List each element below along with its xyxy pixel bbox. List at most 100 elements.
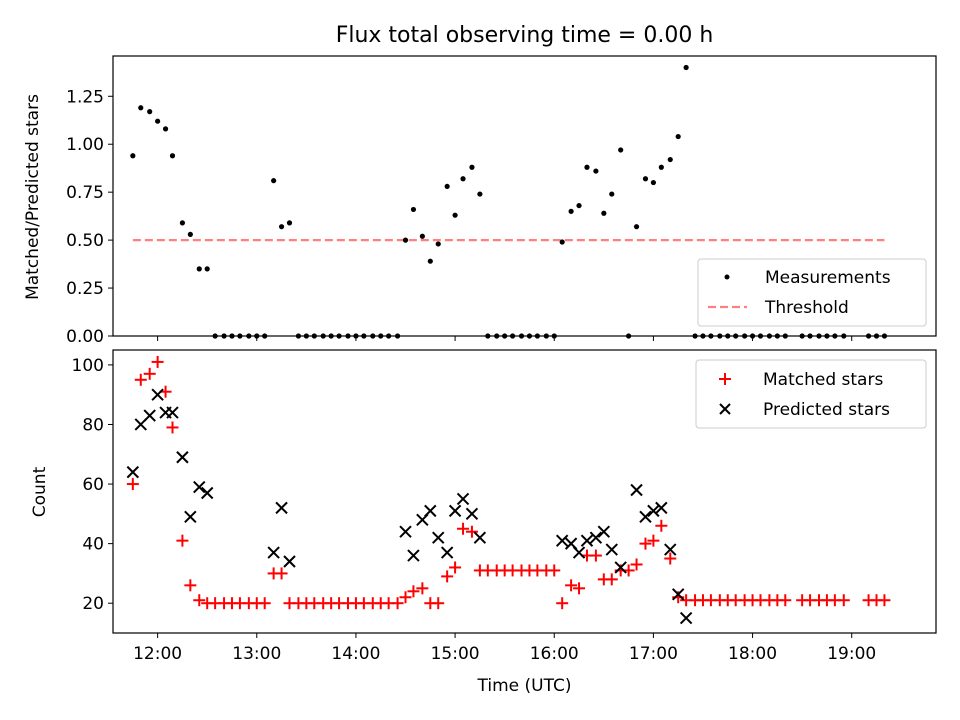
matched-star-point <box>151 355 164 368</box>
legend-measurements-marker <box>724 274 730 280</box>
bottom-ytick-label: 80 <box>82 415 104 435</box>
predicted-star-point <box>166 406 179 419</box>
predicted-star-point <box>126 465 140 479</box>
matched-star-point <box>449 561 462 574</box>
measurement-point <box>130 153 136 159</box>
predicted-star-point <box>424 504 437 518</box>
measurement-point <box>402 237 409 243</box>
predicted-star-point <box>639 510 652 524</box>
predicted-star-point <box>572 546 586 559</box>
matched-star-point <box>605 573 618 586</box>
matched-star-point <box>134 373 147 386</box>
bottom-xtick-label: 15:00 <box>431 644 480 664</box>
bottom-xtick-label: 12:00 <box>133 644 182 664</box>
predicted-star-point <box>473 531 487 544</box>
bottom-legend-box <box>695 359 927 429</box>
matched-star-point <box>416 582 429 595</box>
top-ytick-label: 0.75 <box>66 183 104 203</box>
top-ytick-label: 0.25 <box>66 279 104 299</box>
matched-star-point <box>143 367 156 380</box>
predicted-star-point <box>671 588 685 601</box>
bottom-ylabel: Count <box>30 466 50 517</box>
top-legend-box <box>697 258 927 327</box>
top-ytick-label: 0.50 <box>66 231 104 251</box>
predicted-star-point <box>176 451 189 464</box>
measurement-point <box>435 241 441 247</box>
predicted-star-point <box>605 543 618 556</box>
predicted-star-point <box>597 525 611 538</box>
predicted-star-point <box>555 534 569 547</box>
top-axes-frame <box>112 55 937 337</box>
predicted-star-point <box>267 546 280 559</box>
top-ticks: 0.00 0.25 0.50 0.75 1.00 1.25 <box>66 87 853 347</box>
matched-star-point <box>176 534 189 547</box>
legend-predicted-label: Predicted stars <box>763 400 890 420</box>
measurement-point <box>576 202 582 209</box>
legend-matched-label: Matched stars <box>763 370 883 390</box>
measurement-point <box>683 64 689 71</box>
legend-threshold-label: Threshold <box>764 298 849 318</box>
measurement-point <box>155 118 161 124</box>
top-ylabel: Matched/Predicted stars <box>23 94 43 300</box>
matched-star-point <box>441 570 454 583</box>
measurement-point <box>147 109 153 115</box>
matched-star-point <box>655 519 668 532</box>
measurement-point <box>477 191 483 197</box>
predicted-star-point <box>456 492 470 506</box>
legend-measurements-label: Measurements <box>765 268 891 288</box>
measurement-point <box>667 156 673 163</box>
matched-star-point <box>457 522 470 535</box>
matched-star-point <box>126 478 139 491</box>
predicted-star-point <box>465 507 479 521</box>
bottom-ytick-label: 60 <box>82 475 104 495</box>
predicted-star-point <box>630 483 643 497</box>
measurement-point <box>444 183 450 190</box>
measurement-point <box>650 179 657 186</box>
matched-star-point <box>407 585 420 598</box>
predicted-star-point <box>440 546 454 559</box>
bottom-xtick-label: 19:00 <box>827 644 876 664</box>
measurement-point <box>460 176 466 182</box>
measurement-point <box>675 133 681 140</box>
matched-star-point <box>589 549 602 562</box>
measurement-point <box>169 153 176 159</box>
matched-star-point <box>647 534 660 547</box>
bottom-plot-marks <box>126 355 891 625</box>
measurement-point <box>609 191 615 197</box>
matched-star-point <box>166 421 179 434</box>
predicted-star-point <box>200 486 214 500</box>
matched-star-point <box>399 591 412 604</box>
bottom-xtick-label: 14:00 <box>331 644 380 664</box>
top-ytick-label: 1.00 <box>66 135 104 155</box>
measurement-point <box>410 206 417 213</box>
matched-star-point <box>878 594 891 607</box>
measurement-point <box>187 231 193 237</box>
matched-star-point <box>465 525 478 538</box>
matched-star-point <box>275 567 288 580</box>
matched-star-point <box>556 597 569 610</box>
bottom-panel: 20 40 60 80 100 12:00 13:00 14:00 15:00 16:00 17:0… <box>30 349 937 696</box>
bottom-xtick-label: 13:00 <box>232 644 281 664</box>
predicted-star-point <box>143 409 156 422</box>
predicted-star-point <box>151 388 164 401</box>
predicted-star-point <box>399 525 412 538</box>
predicted-star-point <box>589 531 603 544</box>
matched-star-point <box>779 594 792 607</box>
predicted-star-point <box>664 543 677 556</box>
top-ytick-label: 1.25 <box>66 87 104 107</box>
matched-star-point <box>837 594 850 607</box>
chart-title: Flux total observing time = 0.00 h <box>336 23 714 48</box>
measurement-point <box>204 266 210 272</box>
predicted-star-point <box>679 611 693 625</box>
bottom-xtick-label: 16:00 <box>530 644 579 664</box>
matched-star-point <box>432 597 445 610</box>
predicted-star-point <box>448 504 462 518</box>
predicted-star-point <box>614 561 627 574</box>
bottom-ytick-label: 20 <box>82 594 104 614</box>
matched-star-point <box>573 582 586 595</box>
measurement-point <box>271 178 277 184</box>
matched-star-point <box>664 552 677 565</box>
bottom-xtick-label: 18:00 <box>728 644 777 664</box>
predicted-star-point <box>184 510 197 524</box>
